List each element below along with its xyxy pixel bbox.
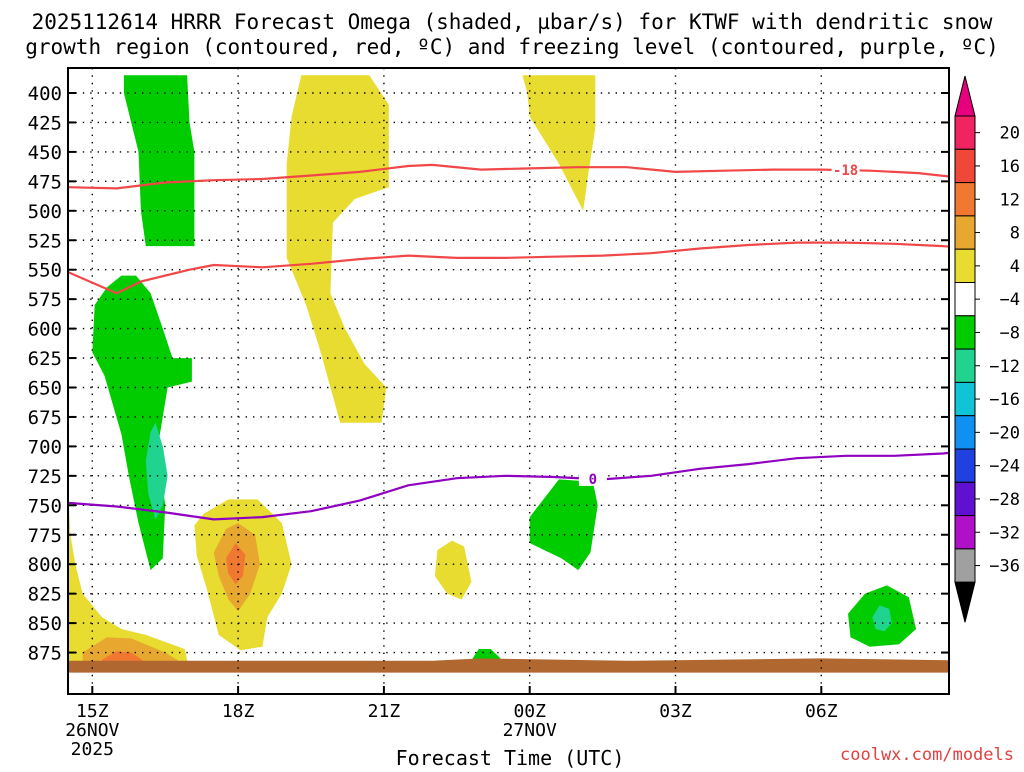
omega-region-teal-core-07z (872, 605, 892, 632)
x-tick-label-15Z-0: 15Z (76, 701, 109, 722)
colorbar-label-12: −32 (989, 523, 1020, 543)
colorbar-bottom-arrow (954, 581, 976, 623)
colorbar-segment-1 (954, 148, 976, 184)
y-tick-label-475: 475 (28, 171, 62, 193)
omega-region-teal-core-15z (145, 422, 168, 520)
colorbar-label-5: −4 (1000, 290, 1020, 310)
y-tick-label-625: 625 (28, 348, 62, 370)
x-tick-label-18Z-0: 18Z (222, 701, 255, 722)
colorbar-label-2: 12 (1000, 190, 1020, 210)
colorbar-segment-4 (954, 248, 976, 283)
x-tick-label-06Z-0: 06Z (805, 701, 838, 722)
colorbar-label-1: 16 (1000, 157, 1020, 177)
y-tick-label-700: 700 (28, 436, 62, 458)
y-tick-label-550: 550 (28, 260, 62, 282)
y-tick-label-450: 450 (28, 142, 62, 164)
contour-dgz-top-minus-18 (68, 163, 949, 190)
omega-region-green-blob-01z (529, 479, 598, 571)
x-tick-label-03Z-0: 03Z (659, 701, 692, 722)
colorbar-label-10: −24 (989, 457, 1020, 477)
terrain-strip (68, 658, 949, 673)
colorbar-label-8: −16 (989, 390, 1020, 410)
contour-freezing-level-0c (68, 451, 949, 521)
x-tick-label-21Z-0: 21Z (368, 701, 401, 722)
omega-region-yellow-column-19z (286, 75, 389, 423)
colorbar-label-4: 4 (1010, 257, 1020, 277)
omega-shading-layer (68, 75, 917, 673)
credit-text[interactable]: coolwx.com/models (840, 745, 1014, 765)
x-tick-label-00Z-1: 27NOV (503, 720, 557, 741)
contour-dgz-bottom-minus-12 (68, 241, 949, 295)
colorbar: 20 16 12 8 4 −4 −8 −12 −16 −20 −24 −28 −32 −36 (954, 75, 1020, 623)
colorbar-segment-5 (954, 282, 976, 317)
colorbar-segment-11 (954, 481, 976, 517)
x-axis-title: Forecast Time (UTC) (396, 746, 625, 768)
colorbar-segment-6 (954, 315, 976, 350)
colorbar-label-0: 20 (1000, 124, 1020, 144)
contour-label-bg-dgz-top-minus-18 (831, 162, 860, 178)
omega-region-green-column-15z-lower (92, 275, 192, 571)
colorbar-segment-10 (954, 448, 976, 483)
omega-region-yellow-plume-23z (522, 75, 596, 211)
colorbar-label-13: −36 (989, 557, 1020, 577)
omega-region-yellow-surface-15z (68, 487, 190, 671)
plot-frame (67, 67, 950, 695)
x-tick-label-15Z-1: 26NOV (65, 720, 119, 741)
y-tick-label-500: 500 (28, 201, 62, 223)
colorbar-segment-8 (954, 381, 976, 417)
y-tick-label-600: 600 (28, 319, 62, 341)
y-tick-label-725: 725 (28, 466, 62, 488)
colorbar-label-6: −8 (1000, 323, 1020, 343)
y-tick-label-800: 800 (28, 554, 62, 576)
colorbar-segment-9 (954, 415, 976, 450)
colorbar-segment-12 (954, 515, 976, 550)
y-tick-label-750: 750 (28, 495, 62, 517)
y-tick-label-575: 575 (28, 289, 62, 311)
y-tick-label-850: 850 (28, 613, 62, 635)
y-tick-label-775: 775 (28, 525, 62, 547)
x-tick-label-00Z-0: 00Z (513, 701, 546, 722)
y-tick-label-875: 875 (28, 643, 62, 665)
colorbar-segment-3 (954, 215, 976, 250)
colorbar-segment-7 (954, 348, 976, 383)
y-axis: 400 425 450 475 500 525 550 575 600 625 650 675 700 7… (28, 83, 949, 665)
contour-label-freezing-level-0c: 0 (589, 472, 597, 488)
contour-label-dgz-top-minus-18: -18 (833, 163, 858, 179)
contour-label-bg-freezing-level-0c (578, 470, 607, 486)
chart-title-line1: 2025112614 HRRR Forecast Omega (shaded, … (32, 10, 993, 34)
colorbar-label-9: −20 (989, 423, 1020, 443)
y-tick-label-400: 400 (28, 83, 62, 105)
y-tick-label-425: 425 (28, 112, 62, 134)
omega-region-yellow-blob-23z (434, 540, 472, 600)
colorbar-segment-13 (954, 548, 976, 583)
terrain-layer (68, 658, 949, 673)
y-tick-label-650: 650 (28, 378, 62, 400)
chart-title-line2: growth region (contoured, red, ºC) and f… (25, 35, 999, 59)
contour-layer: -18 0 (68, 162, 949, 521)
omega-region-green-column-15z-upper (123, 75, 195, 247)
colorbar-top-arrow (954, 75, 976, 117)
plot-background (68, 68, 949, 694)
colorbar-label-3: 8 (1010, 224, 1020, 244)
colorbar-label-7: −12 (989, 357, 1020, 377)
y-tick-label-825: 825 (28, 584, 62, 606)
y-tick-label-525: 525 (28, 230, 62, 252)
colorbar-segment-0 (954, 115, 976, 150)
omega-region-red-core-18z (226, 543, 246, 585)
y-tick-label-675: 675 (28, 407, 62, 429)
x-tick-label-15Z-2: 2025 (71, 739, 114, 760)
colorbar-label-11: −28 (989, 490, 1020, 510)
colorbar-segment-2 (954, 182, 976, 217)
